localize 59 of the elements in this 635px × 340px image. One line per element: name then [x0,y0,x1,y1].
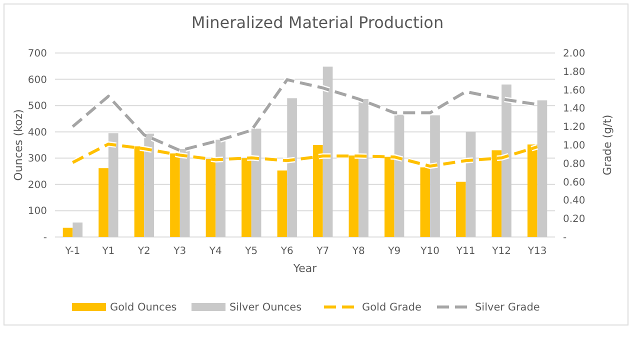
chart-title: Mineralized Material Production [191,13,444,32]
y-tick-label: 100 [28,206,47,218]
x-tick-label: Y8 [351,246,365,257]
y2-axis-title: Grade (g/t) [601,114,614,176]
y2-tick-label: 1.40 [563,104,586,115]
x-tick-label: Y5 [244,246,258,257]
bar [502,84,512,237]
x-tick-label: Y10 [420,246,440,257]
y2-tick-label: 0.40 [563,196,586,207]
legend-label: Gold Grade [362,302,422,314]
bar [394,114,404,237]
legend-label: Silver Grade [475,302,540,314]
legend-label: Silver Ounces [230,302,302,314]
x-tick-label: Y-1 [64,246,80,257]
y2-tick-label: 2.00 [563,48,586,60]
y2-tick-label: 0.20 [563,214,586,226]
x-tick-label: Y2 [136,246,150,257]
bar [537,100,548,237]
x-tick-label: Y3 [172,246,186,257]
bar [144,134,154,237]
bar [98,168,108,237]
bar [466,132,476,237]
x-tick-label: Y1 [101,246,115,257]
bar [108,133,118,237]
bar [287,98,297,237]
bar [322,66,333,237]
y2-tick-label: 0.60 [563,177,586,188]
bar [62,228,73,237]
y2-tick-label: - [563,232,567,244]
y-axis-title: Ounces (koz) [12,109,25,181]
x-tick-label: Y13 [526,246,547,257]
y-tick-label: 200 [28,180,47,191]
x-axis-title: Year [292,262,318,275]
x-tick-label: Y11 [455,246,476,257]
x-tick-label: Y12 [491,246,511,257]
y-tick-label: 600 [28,74,47,86]
y-tick-label: - [43,232,48,244]
x-tick-label: Y7 [316,246,330,257]
x-tick-label: Y6 [280,246,294,257]
bar [216,140,226,237]
legend-label: Gold Ounces [110,302,177,314]
y-tick-label: 300 [28,154,47,165]
bar [251,128,262,237]
bar [180,148,190,237]
y2-tick-label: 1.60 [563,85,586,96]
x-tick-label: Y9 [387,246,401,257]
bar [72,222,83,237]
bar [430,115,440,237]
y2-tick-label: 1.00 [563,140,586,152]
bar [277,170,288,237]
y2-tick-label: 1.20 [563,122,586,134]
y-tick-label: 400 [28,127,47,138]
y-tick-label: 700 [28,48,47,60]
bar [358,99,368,237]
y2-tick-label: 0.80 [563,158,586,170]
x-tick-label: Y4 [208,246,222,257]
bar [456,182,466,237]
y2-tick-label: 1.80 [563,66,586,78]
y-tick-label: 500 [28,101,47,112]
